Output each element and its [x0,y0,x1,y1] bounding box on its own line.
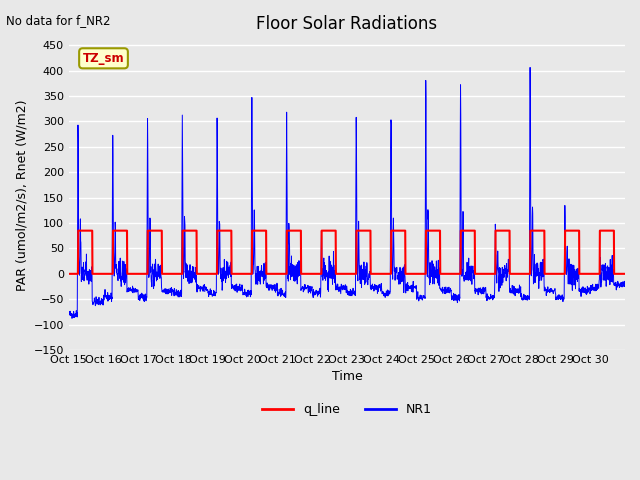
NR1 [121,282,129,288]
NR1 [381,291,388,297]
NR1 [65,311,72,316]
q_line [121,228,129,234]
q_line [546,271,554,276]
NR1 [614,281,621,287]
NR1 [515,288,522,293]
Line: NR1: NR1 [68,67,625,318]
q_line [65,271,72,276]
NR1 [241,286,248,292]
q_line [515,271,522,276]
Title: Floor Solar Radiations: Floor Solar Radiations [257,15,438,33]
q_line [241,271,248,276]
Text: No data for f_NR2: No data for f_NR2 [6,14,111,27]
Text: TZ_sm: TZ_sm [83,52,124,65]
NR1 [621,279,629,285]
q_line [621,271,629,276]
NR1 [526,64,534,70]
Line: q_line: q_line [68,231,625,274]
NR1 [68,315,76,321]
q_line [74,228,82,234]
Legend: q_line, NR1: q_line, NR1 [257,398,437,421]
q_line [381,271,388,276]
NR1 [547,286,554,292]
X-axis label: Time: Time [332,371,362,384]
Y-axis label: PAR (umol/m2/s), Rnet (W/m2): PAR (umol/m2/s), Rnet (W/m2) [15,99,28,291]
q_line [613,271,621,276]
